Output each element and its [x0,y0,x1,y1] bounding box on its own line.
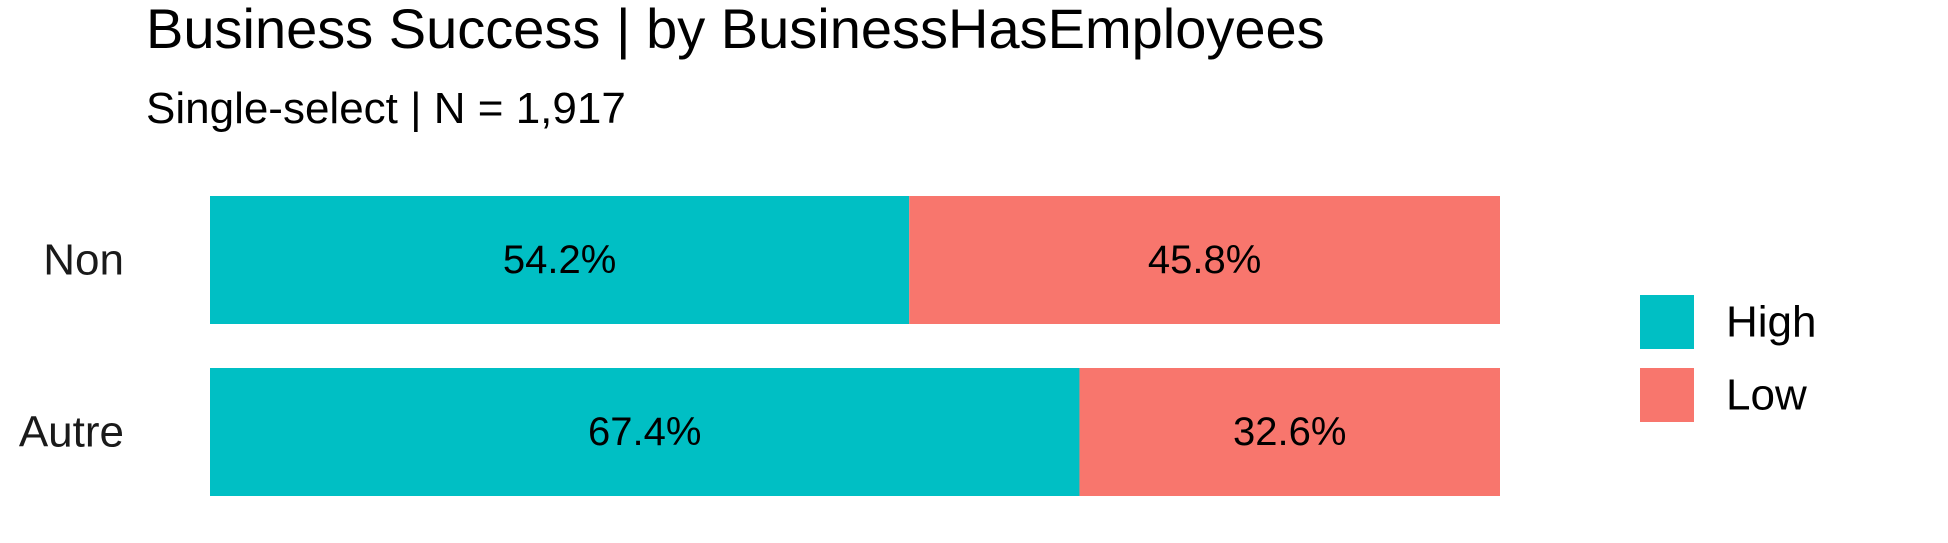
legend-key [1640,295,1694,349]
category-label: Autre [19,408,124,457]
bar-row: Non 54.2% 45.8% [43,196,1500,324]
plot-area: Non 54.2% 45.8% Autre 67.4% 32.6% [19,196,1500,496]
legend-item-high: High [1640,295,1817,349]
bar-row: Autre 67.4% 32.6% [19,368,1500,496]
legend-item-low: Low [1640,368,1807,422]
chart-title: Business Success | by BusinessHasEmploye… [146,0,1325,60]
bar-segment-low [1079,368,1500,496]
data-label: 32.6% [1233,410,1346,454]
data-label: 45.8% [1148,238,1261,282]
legend-label: High [1726,298,1817,347]
bar-segment-high [210,368,1080,496]
chart-subtitle: Single-select | N = 1,917 [146,84,626,133]
category-label: Non [43,236,124,285]
data-label: 54.2% [503,238,616,282]
legend-label: Low [1726,371,1807,420]
legend: High Low [1640,295,1817,422]
bar-segment-low [909,196,1500,324]
bar-segment-high [210,196,910,324]
legend-key [1640,368,1694,422]
data-label: 67.4% [588,410,701,454]
